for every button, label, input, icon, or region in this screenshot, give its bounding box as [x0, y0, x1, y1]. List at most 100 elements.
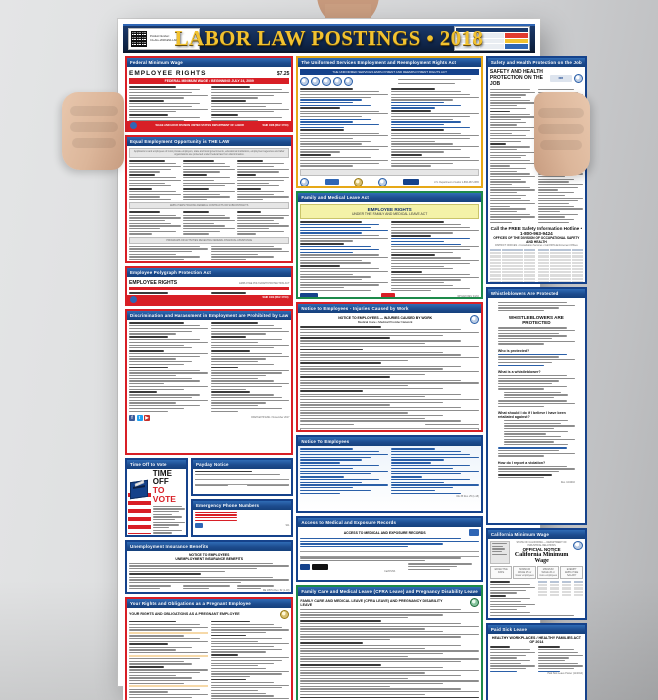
section-uniformed-services-employment-act: The Uniformed Services Employment and Re… [296, 56, 483, 188]
section-paid-sick-leave: Paid Sick Leave HEALTHY WORKPLACES / HEA… [485, 623, 587, 700]
agency-logo-icon [195, 522, 203, 528]
records-subtitle: ACCESS TO MEDICAL AND EXPOSURE RECORDS [343, 530, 426, 535]
userra-footnote [300, 168, 479, 176]
doc-id: DE 35 Rev. 25 (1-18) [456, 494, 479, 498]
section-unemployment-insurance-benefits: Unemployment Insurance Benefits NOTICE T… [125, 539, 294, 594]
banner-employee-rights: EMPLOYEE RIGHTS [129, 280, 178, 286]
section-title: The Uniformed Services Employment and Re… [298, 58, 481, 67]
section-title: Payday Notice [193, 459, 292, 469]
poster-column-middle: The Uniformed Services Employment and Re… [296, 56, 483, 700]
airforce-seal-icon [322, 77, 332, 86]
fmla-banner-sub: UNDER THE FAMILY AND MEDICAL LEAVE ACT [351, 212, 428, 216]
poster-body: Federal Minimum Wage EMPLOYEE RIGHTS $7.… [123, 53, 587, 700]
marines-seal-icon [333, 77, 343, 86]
section-title: Discrimination and Harassment in Employm… [127, 311, 292, 320]
whistleblower-question: What should I do if I believe I have bee… [497, 410, 566, 419]
state-seal-icon [573, 73, 583, 83]
employer-fill-box[interactable] [300, 427, 479, 430]
safety-hotline-sub: OFFICES OF THE DIVISION OF OCCUPATIONAL … [493, 235, 580, 244]
cfra-headline: FAMILY CARE AND MEDICAL LEAVE (CFRA LEAV… [300, 598, 443, 607]
section-title: Family and Medical Leave Act [298, 193, 481, 202]
dol-seal-icon [130, 296, 137, 303]
eeo-mid-bar: EMPLOYERS HOLDING FEDERAL CONTRACTS OR S… [129, 202, 290, 210]
section-title: Equal Employment Opportunity is THE LAW [127, 137, 292, 146]
section-title: Family Care and Medical Leave (CFRA Leav… [298, 587, 481, 596]
page-title: LABOR LAW POSTINGS • 2018 [174, 26, 484, 50]
psl-headline: HEALTHY WORKPLACES / HEALTHY FAMILIES AC… [491, 636, 581, 644]
whd-logo-icon [380, 293, 395, 297]
vets-logo-icon [324, 179, 339, 186]
poster-header: Product Number: CA-ALL-2018-ES1-LAM LABO… [123, 24, 535, 53]
section-employee-polygraph-protection-act: Employee Polygraph Protection Act EMPLOY… [125, 266, 294, 306]
section-title: Emergency Phone Numbers [193, 500, 292, 510]
banner-subtitle: EMPLOYEE POLYGRAPH PROTECTION ACT [239, 281, 290, 285]
agency-wordmark-icon [402, 179, 419, 186]
section-whistleblowers-are-protected: Whistleblowers Are Protected WHISTLEBLOW… [485, 287, 587, 525]
right-hand [534, 92, 590, 176]
youtube-icon[interactable]: ▶ [144, 414, 150, 421]
safety-hotline-title: Call the FREE Safety Information Hotline… [490, 225, 583, 236]
section-title: Notice To Employees [298, 437, 481, 446]
dol-seal-icon [300, 177, 310, 186]
vote-headline-1: TIME OFF [152, 468, 172, 486]
records-field-line[interactable] [300, 547, 479, 553]
poster-column-left: Federal Minimum Wage EMPLOYEE RIGHTS $7.… [125, 56, 294, 700]
minimum-wage-amount: $7.25 [276, 70, 290, 77]
ui-subtitle-2: UNEMPLOYMENT INSURANCE BENEFITS [175, 556, 244, 561]
agency-name: WAGE AND HOUR DIVISION UNITED STATES DEP… [155, 124, 244, 127]
banner-employee-rights: EMPLOYEE RIGHTS [129, 70, 207, 77]
cmw-headline: California Minimum Wage [514, 552, 569, 564]
section-emergency-phone-numbers: Emergency Phone Numbers 911 [191, 498, 294, 537]
dir-logo-icon: DIR [549, 74, 572, 82]
doc-id: DE 1857A Rev. 52 (1-18) [262, 589, 290, 592]
navy-seal-icon [311, 77, 321, 86]
coastguard-seal-icon [344, 77, 354, 86]
state-seal-icon [572, 541, 583, 550]
whistleblower-headline: WHISTLEBLOWERS ARE PROTECTED [508, 315, 564, 326]
product-qr-label: Product Number: CA-ALL-2018-ES1-LAM [128, 27, 200, 50]
section-notice-injuries-caused-by-work: Notice to Employees - Injuries Caused by… [296, 302, 483, 432]
section-title: Safety and Health Protection on the Job [487, 58, 585, 67]
dol-wordmark-icon [300, 293, 319, 297]
cmw-official-notice: OFFICIAL NOTICE [522, 547, 561, 552]
section-title: Paid Sick Leave [487, 625, 585, 634]
doc-id: Rev. 10/2016 [560, 481, 575, 485]
osha-logo-icon [468, 529, 479, 536]
whistleblower-question: What is a whistleblower? [497, 369, 541, 374]
section-notice-to-employees: Notice To Employees [296, 435, 483, 513]
qr-code-icon [131, 30, 147, 47]
section-california-minimum-wage: California Minimum Wage STATE OF CALIFOR… [485, 528, 587, 620]
cmw-col-header: MINIMUM WAGE 25 or fewer employees [515, 568, 534, 577]
fmla-yellow-banner: EMPLOYEE RIGHTS UNDER THE FAMILY AND MED… [300, 204, 479, 219]
injury-subtitle-2: Medical Care • Medical Provider Network [357, 319, 413, 324]
dod-seal-icon [354, 177, 364, 186]
cmw-col-header: MINIMUM WAGE 26 or more employees [539, 568, 557, 577]
section-title: Federal Minimum Wage [127, 58, 292, 67]
payday-field-line[interactable] [195, 480, 290, 485]
section-access-to-medical-exposure-records: Access to Medical and Exposure Records A… [296, 516, 483, 582]
vote-headline-2: TO VOTE [152, 484, 176, 504]
safety-headline: SAFETY AND HEALTH PROTECTION ON THE JOB [489, 69, 543, 87]
cmw-col-header: EFFECTIVE DATE [494, 568, 508, 574]
doc-id: WHD 1462 (REV. 07/16) [262, 296, 289, 299]
section-title: Employee Polygraph Protection Act [127, 268, 292, 277]
left-hand [62, 92, 124, 170]
payday-field-line[interactable] [195, 475, 290, 480]
product-number-label: Product Number: [150, 35, 170, 39]
whistleblower-question: How do I report a violation? [497, 460, 546, 465]
section-rights-obligations-pregnant-employees: Your Rights and Obligations as a Pregnan… [125, 596, 294, 700]
facebook-icon[interactable]: f [129, 414, 135, 421]
eeo-subtitle: Applicants to and employees of most priv… [129, 148, 290, 158]
cal-osha-icon [300, 563, 311, 570]
pregnancy-headline: YOUR RIGHTS AND OBLIGATIONS AS A PREGNAN… [129, 612, 240, 617]
twitter-icon[interactable]: t [136, 414, 143, 421]
injury-subtitle: NOTICE TO EMPLOYEES — INJURIES CAUSED BY… [338, 315, 433, 320]
wage-hour-division-bar: WAGE AND HOUR DIVISION UNITED STATES DEP… [127, 121, 292, 130]
dir-wordmark-icon [312, 563, 329, 570]
eeo-bottom-bar: PROGRAMS OR ACTIVITIES RECEIVING FEDERAL… [129, 236, 290, 244]
section-payday-notice: Payday Notice [191, 457, 294, 496]
section-federal-minimum-wage: Federal Minimum Wage EMPLOYEE RIGHTS $7.… [125, 56, 294, 132]
social-icons[interactable]: f t ▶ [129, 414, 150, 421]
section-title: Notice to Employees - Injuries Caused by… [298, 304, 481, 313]
records-field-line[interactable] [300, 552, 479, 558]
